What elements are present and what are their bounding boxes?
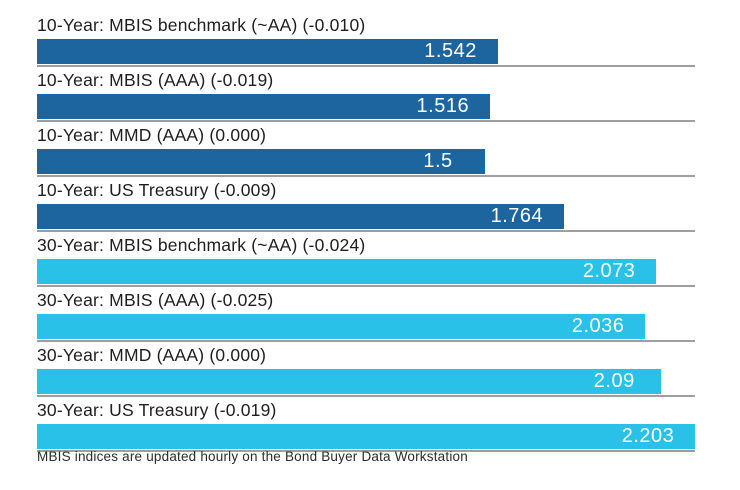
bar-row: 10-Year: MBIS benchmark (~AA) (-0.010) 1… <box>37 12 695 67</box>
bar-row: 10-Year: US Treasury (-0.009) 1.764 <box>37 177 695 232</box>
bar-track: 1.542 <box>37 39 695 67</box>
bar-row: 30-Year: US Treasury (-0.019) 2.203 <box>37 397 695 452</box>
bar-label: 10-Year: MBIS (AAA) (-0.019) <box>37 70 274 90</box>
bar-track: 1.5 <box>37 149 695 177</box>
bar-track: 2.073 <box>37 259 695 287</box>
bar: 2.203 <box>37 424 695 449</box>
bar-label: 30-Year: MBIS (AAA) (-0.025) <box>37 290 274 310</box>
bar: 2.073 <box>37 259 657 284</box>
bar-chart: 10-Year: MBIS benchmark (~AA) (-0.010) 1… <box>37 12 695 452</box>
bar-value-label: 2.203 <box>621 425 675 447</box>
bar-value-label: 2.09 <box>593 370 635 392</box>
bar-row: 30-Year: MBIS benchmark (~AA) (-0.024) 2… <box>37 232 695 287</box>
bar-label: 30-Year: MBIS benchmark (~AA) (-0.024) <box>37 235 366 255</box>
bar-value-label: 1.764 <box>490 205 544 227</box>
bar: 1.516 <box>37 94 490 119</box>
bar-row: 10-Year: MBIS (AAA) (-0.019) 1.516 <box>37 67 695 122</box>
bar-track: 1.516 <box>37 94 695 122</box>
bar-value-label: 2.073 <box>582 260 636 282</box>
bar: 1.542 <box>37 39 498 64</box>
bar-track: 2.036 <box>37 314 695 342</box>
bar-row: 10-Year: MMD (AAA) (0.000) 1.5 <box>37 122 695 177</box>
bar-value-label: 2.036 <box>571 315 625 337</box>
bar-row: 30-Year: MMD (AAA) (0.000) 2.09 <box>37 342 695 397</box>
bar-label: 30-Year: US Treasury (-0.019) <box>37 400 277 420</box>
bar-label: 10-Year: MBIS benchmark (~AA) (-0.010) <box>37 15 366 35</box>
bar-track: 2.09 <box>37 369 695 397</box>
bar: 2.09 <box>37 369 662 394</box>
bar-value-label: 1.516 <box>416 95 470 117</box>
bar-label: 10-Year: MMD (AAA) (0.000) <box>37 125 267 145</box>
bar-value-label: 1.542 <box>424 40 477 62</box>
bar-track: 2.203 <box>37 424 695 452</box>
bar-row: 30-Year: MBIS (AAA) (-0.025) 2.036 <box>37 287 695 342</box>
bar: 1.764 <box>37 204 564 229</box>
bar: 2.036 <box>37 314 646 339</box>
bar-value-label: 1.5 <box>423 150 453 172</box>
bar: 1.5 <box>37 149 486 174</box>
bar-track: 1.764 <box>37 204 695 232</box>
bar-label: 10-Year: US Treasury (-0.009) <box>37 180 277 200</box>
chart-footnote: MBIS indices are updated hourly on the B… <box>37 449 468 464</box>
bar-label: 30-Year: MMD (AAA) (0.000) <box>37 345 267 365</box>
